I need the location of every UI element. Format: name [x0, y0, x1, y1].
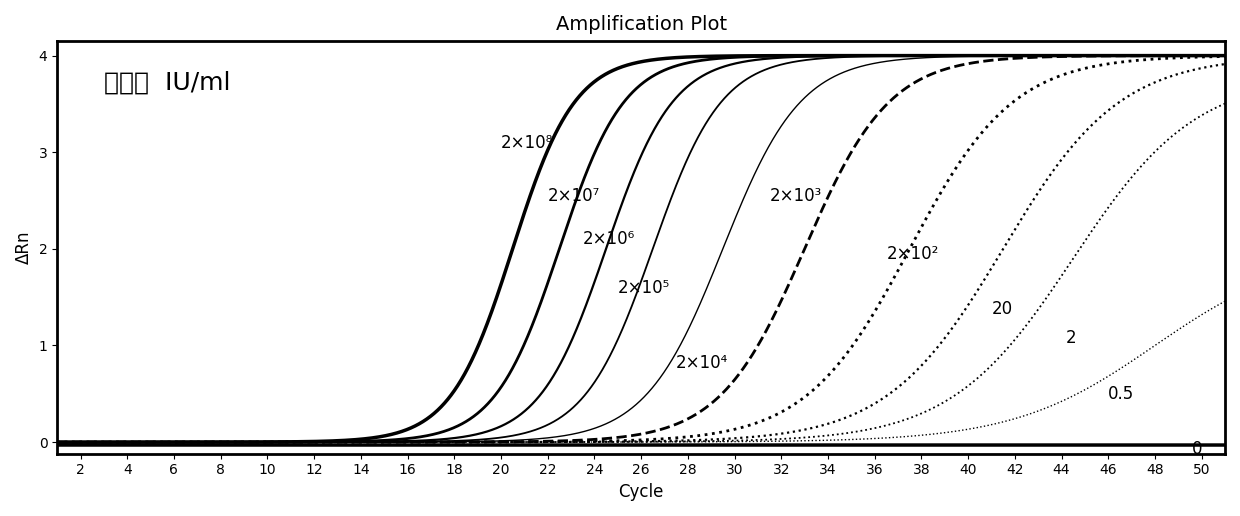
Y-axis label: ΔRn: ΔRn: [15, 231, 33, 264]
Text: 2×10²: 2×10²: [887, 245, 939, 263]
Text: 2: 2: [1066, 329, 1076, 347]
Text: 单位：  IU/ml: 单位： IU/ml: [104, 71, 231, 94]
Text: 2×10⁸: 2×10⁸: [501, 134, 553, 152]
Text: 2×10⁶: 2×10⁶: [583, 230, 635, 248]
Title: Amplification Plot: Amplification Plot: [556, 15, 727, 34]
Text: 2×10⁷: 2×10⁷: [548, 187, 600, 205]
Text: 20: 20: [992, 300, 1013, 318]
Text: 2×10⁴: 2×10⁴: [676, 354, 728, 372]
Text: 2×10³: 2×10³: [770, 187, 822, 205]
Text: 0.5: 0.5: [1109, 385, 1135, 403]
X-axis label: Cycle: Cycle: [619, 483, 663, 501]
Text: 2×10⁵: 2×10⁵: [618, 279, 670, 297]
Text: 0: 0: [1193, 440, 1203, 458]
